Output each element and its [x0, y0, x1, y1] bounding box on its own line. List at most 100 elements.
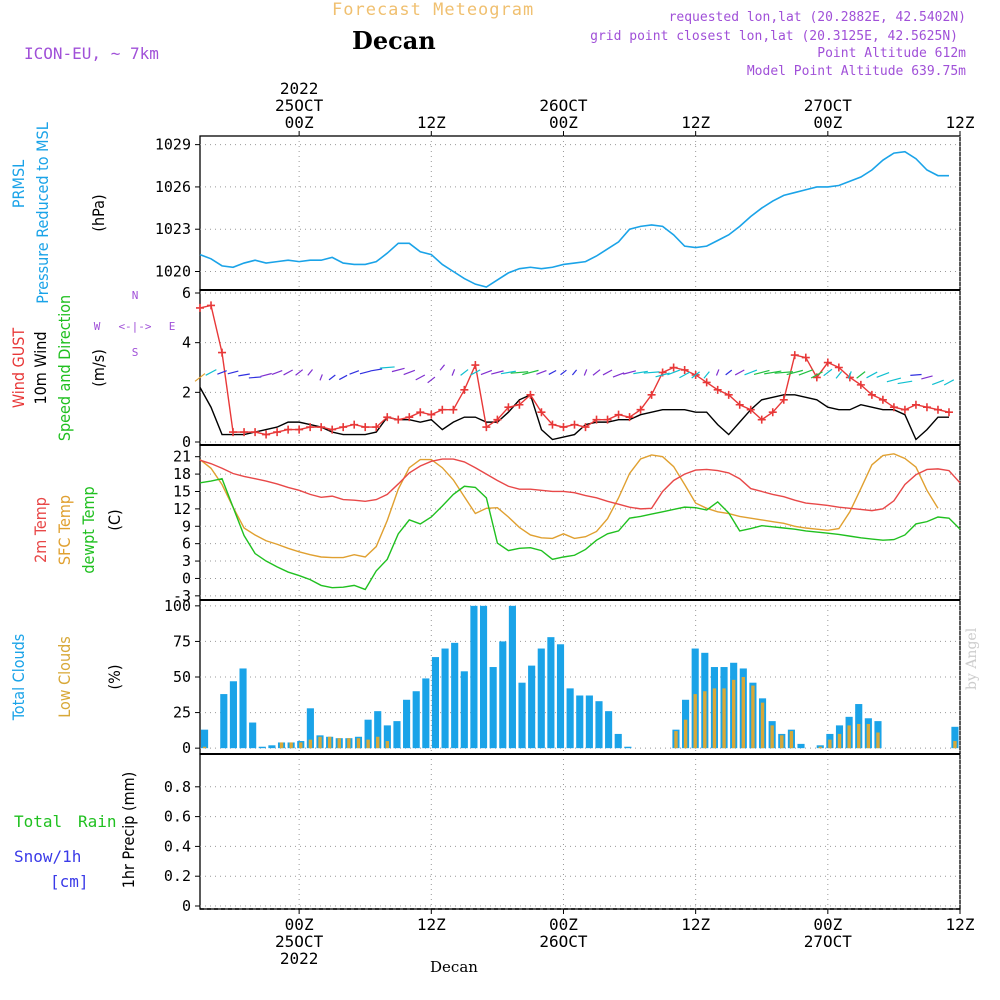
wind-direction-arrow [403, 369, 416, 376]
low-cloud-bar [327, 736, 332, 749]
total-cloud-bar [201, 729, 209, 749]
gust-marker [438, 405, 447, 414]
gust-marker [427, 410, 436, 419]
gust-marker [339, 423, 348, 432]
gust-marker [592, 415, 601, 424]
point-altitude: Point Altitude 612m [817, 46, 966, 61]
total-cloud-bar [566, 688, 574, 749]
label-2m-temp: 2m Temp [31, 497, 50, 563]
product-title: Forecast Meteogram [332, 0, 535, 20]
compass-west: W [94, 320, 101, 333]
label-snow: Snow/1h [14, 847, 81, 866]
total-cloud-bar [537, 648, 545, 749]
y-tick-label: 0 [182, 433, 191, 451]
gust-marker [680, 365, 689, 374]
wind-direction-arrow [847, 371, 852, 379]
x-tick-label-bottom: 12Z [946, 915, 975, 934]
compass-north: N [132, 289, 139, 302]
gust-marker [196, 303, 204, 312]
wind-direction-arrow [633, 370, 648, 375]
total-cloud-bar [624, 746, 632, 749]
wind-direction-arrow [786, 369, 803, 376]
wind-direction-arrow [238, 373, 250, 377]
label-pressure-msl: Pressure Reduced to MSL [33, 122, 52, 303]
low-cloud-bar [693, 694, 697, 749]
label-total-clouds: Total Clouds [9, 634, 28, 722]
x-tick-label-bottom: 00Z [813, 915, 842, 934]
low-cloud-bar [866, 723, 871, 749]
wind-direction-arrow [470, 369, 481, 376]
label-total: Total [14, 812, 62, 831]
label-cm: [cm] [50, 872, 89, 891]
wind-direction-arrow [667, 369, 681, 376]
gust-marker [559, 423, 568, 432]
total-cloud-bar [508, 605, 516, 749]
x-tick-label-bottom: 27OCT [804, 932, 853, 951]
total-cloud-bar [229, 681, 237, 749]
low-cloud-bar [683, 719, 688, 749]
x-tick-label-top: 00Z [813, 113, 842, 132]
compass-east: E [169, 320, 176, 333]
panel-frame-pressure [199, 135, 961, 291]
low-cloud-bar [202, 746, 207, 749]
y-tick-label: 6 [182, 535, 191, 553]
wind-direction-arrow [592, 369, 601, 376]
wind-direction-arrow [260, 372, 272, 377]
wind-direction-arrow [856, 371, 866, 379]
label-dewpt-temp: dewpt Temp [79, 486, 98, 573]
total-cloud-bar [412, 691, 420, 749]
wind-direction-arrow [338, 374, 348, 381]
gust-marker [493, 415, 502, 424]
wind-direction-arrow [480, 369, 493, 376]
low-cloud-bar [674, 731, 678, 749]
gust-marker [647, 390, 656, 399]
gust-marker [383, 413, 392, 422]
total-cloud-bar [605, 711, 613, 749]
wind-direction-arrow [415, 374, 426, 381]
label-prmsl: PRMSL [9, 160, 28, 208]
wind-direction-arrow [866, 371, 878, 379]
gust-marker [834, 363, 843, 372]
gust-marker [823, 358, 832, 367]
wind-direction-arrow [500, 370, 516, 375]
wind-direction-arrow [835, 371, 843, 379]
panel-frame-precip [199, 753, 961, 910]
x-tick-label-bottom: 12Z [417, 915, 446, 934]
total-cloud-bar [556, 644, 565, 749]
gust-marker [251, 428, 260, 437]
total-cloud-bar [220, 694, 228, 749]
wind-direction-arrow [921, 375, 933, 380]
low-cloud-bar [953, 741, 957, 749]
wind-direction-arrow [876, 372, 890, 378]
total-cloud-bar [374, 711, 382, 749]
x-tick-label-top: 12Z [681, 113, 710, 132]
wind-direction-arrow [227, 370, 239, 375]
label-10m-wind: 10m Wind [31, 331, 50, 404]
gust-marker [504, 403, 513, 412]
wind-direction-arrow [734, 369, 745, 376]
low-cloud-bar [770, 725, 774, 749]
low-cloud-bar [722, 688, 726, 749]
y-tick-label: 9 [182, 517, 191, 535]
gust-marker [570, 420, 579, 429]
wind-direction-arrow [655, 372, 670, 378]
wind-direction-arrow [703, 371, 710, 379]
gust-marker [581, 423, 590, 432]
wind-direction-arrow [359, 370, 371, 375]
low-cloud-bar [732, 679, 736, 749]
y-tick-label: 0.8 [164, 778, 191, 796]
gust-marker [790, 351, 799, 360]
gust-marker [911, 400, 920, 409]
y-tick-label: 0 [182, 897, 191, 915]
gust-marker [394, 415, 403, 424]
gust-marker [284, 425, 293, 434]
gust-marker [779, 395, 788, 404]
wind-direction-arrow [205, 369, 217, 376]
wind-direction-arrow [612, 372, 625, 378]
low-cloud-bar [789, 731, 794, 749]
total-cloud-bar [249, 722, 257, 749]
total-cloud-bar [431, 657, 440, 749]
y-tick-label: 100 [164, 597, 191, 615]
gust-marker [350, 420, 359, 429]
total-cloud-bar [614, 733, 622, 749]
